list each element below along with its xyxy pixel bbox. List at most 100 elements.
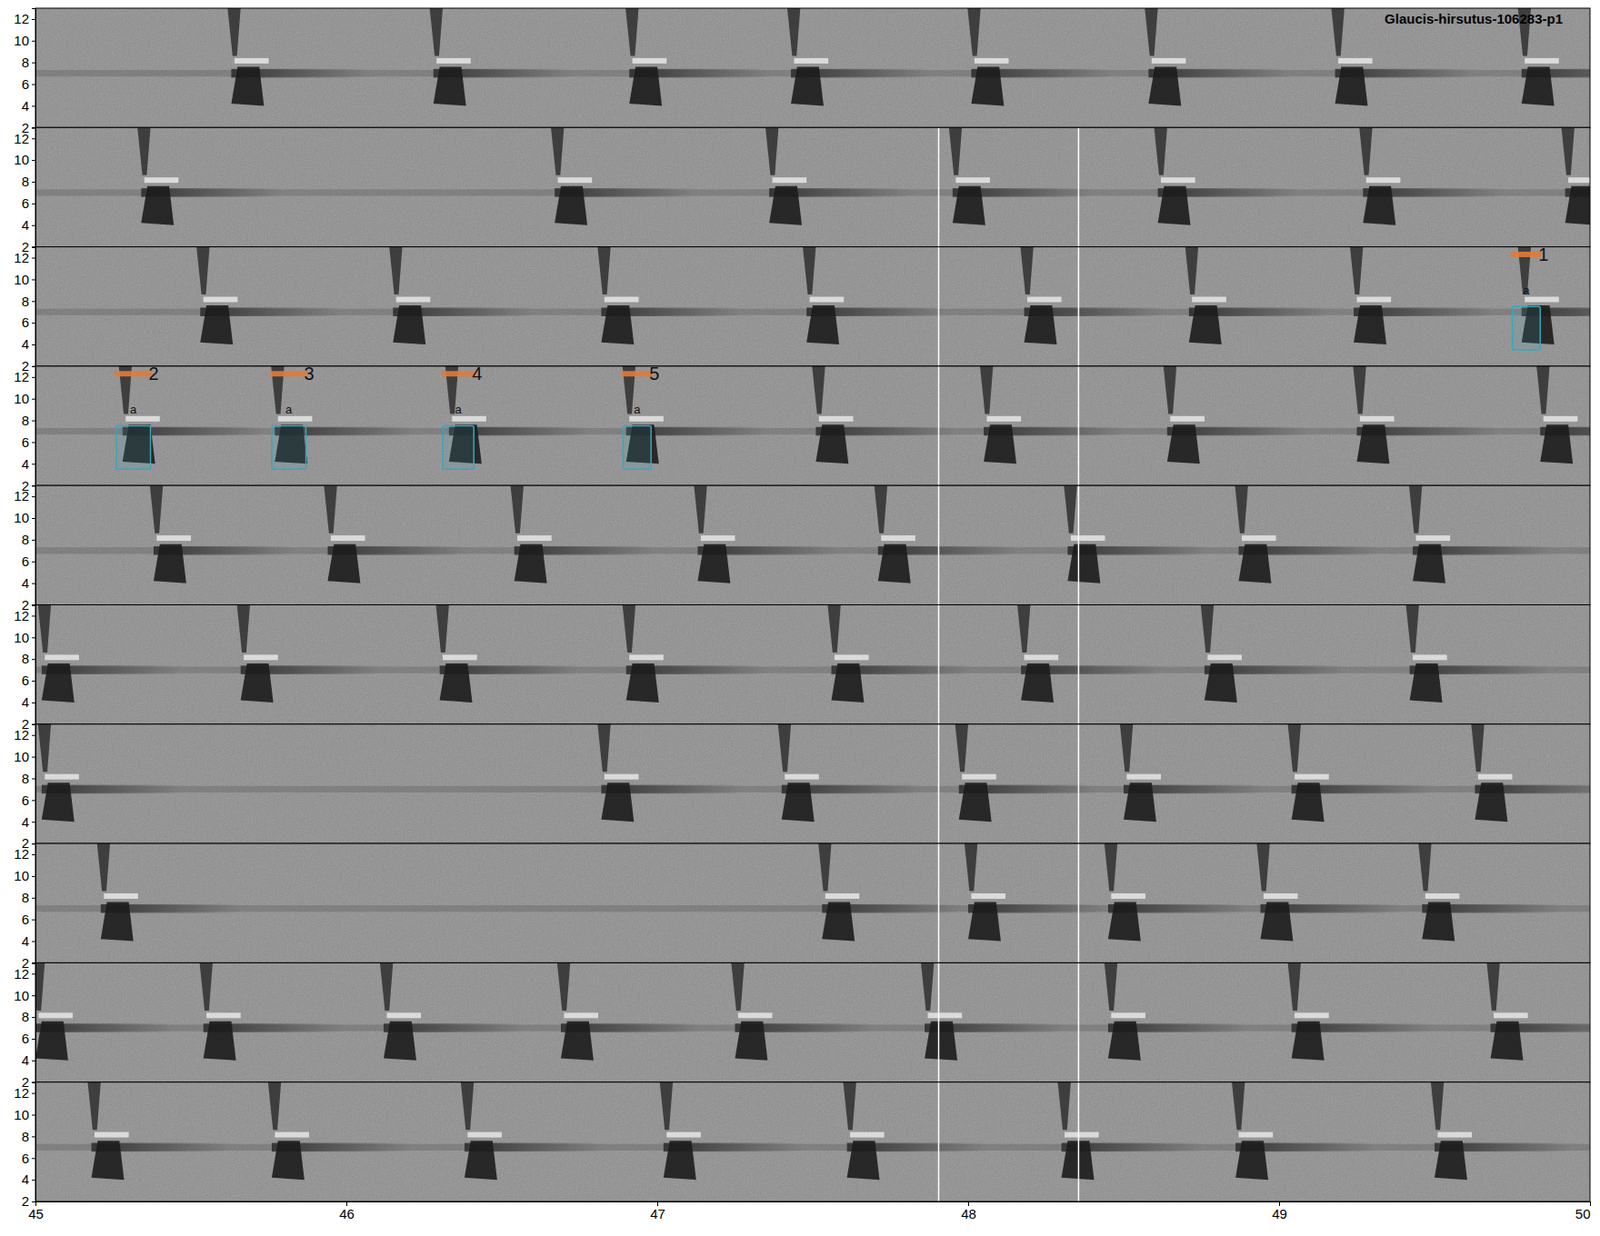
y-tick: 8 bbox=[21, 293, 36, 310]
call-hump bbox=[924, 1021, 958, 1061]
y-tick-label: 6 bbox=[21, 553, 30, 570]
y-tick-mark bbox=[31, 181, 36, 183]
selection-label: 4 bbox=[471, 363, 482, 384]
call-hump bbox=[1291, 1021, 1325, 1061]
x-tick-label: 47 bbox=[650, 1206, 666, 1222]
call-harmonic bbox=[1027, 297, 1062, 303]
y-tick-mark bbox=[31, 1039, 36, 1040]
call bbox=[818, 843, 962, 941]
call-hump bbox=[1353, 305, 1387, 345]
call-stem bbox=[980, 366, 993, 415]
call-harmonic bbox=[1110, 1012, 1146, 1019]
panel bbox=[35, 366, 1590, 486]
y-tick-label: 10 bbox=[13, 988, 30, 1004]
call-harmonic bbox=[1170, 416, 1205, 422]
call-stem bbox=[811, 366, 825, 415]
y-tick: 6 bbox=[21, 911, 36, 928]
y-tick-label: 10 bbox=[13, 868, 30, 884]
selection-label: 1 bbox=[1538, 244, 1549, 265]
call-hump bbox=[1123, 782, 1157, 822]
call-harmonic bbox=[206, 1012, 241, 1019]
call bbox=[1017, 605, 1161, 703]
call-stem bbox=[1350, 247, 1363, 296]
call-hump bbox=[1204, 663, 1238, 703]
call bbox=[955, 724, 1100, 822]
y-tick: 8 bbox=[21, 54, 36, 70]
y-tick-label: 6 bbox=[21, 76, 30, 92]
call bbox=[196, 247, 340, 345]
call bbox=[1120, 724, 1264, 822]
call bbox=[730, 962, 875, 1060]
call bbox=[38, 605, 182, 703]
call-harmonic bbox=[330, 535, 366, 541]
call bbox=[597, 724, 741, 822]
call bbox=[268, 1082, 412, 1180]
call-stem bbox=[802, 247, 816, 296]
y-tick-mark bbox=[31, 995, 36, 997]
y-tick-label: 10 bbox=[13, 271, 30, 288]
y-tick-mark bbox=[31, 659, 36, 660]
call-stem bbox=[1470, 724, 1484, 773]
call-harmonic bbox=[1524, 297, 1560, 303]
call-harmonic bbox=[810, 297, 845, 303]
call bbox=[1536, 366, 1590, 464]
y-tick-mark bbox=[31, 1115, 36, 1117]
y-tick: 10 bbox=[13, 1107, 36, 1123]
marker-line bbox=[1078, 485, 1080, 605]
call-stem bbox=[1020, 247, 1033, 296]
panel bbox=[35, 8, 1590, 128]
call-stem bbox=[389, 247, 402, 296]
y-tick-label: 4 bbox=[21, 456, 30, 472]
panel-frame bbox=[35, 8, 1590, 128]
call-hump bbox=[240, 663, 274, 703]
call-harmonic bbox=[1360, 416, 1395, 422]
call-harmonic bbox=[604, 774, 640, 780]
x-tick: 49 bbox=[1271, 1201, 1288, 1222]
y-tick-label: 12 bbox=[13, 608, 30, 624]
call bbox=[1409, 485, 1553, 583]
y-tick-label: 4 bbox=[21, 217, 30, 233]
call-hump bbox=[1260, 902, 1293, 942]
call bbox=[1288, 962, 1432, 1060]
y-tick: 6 bbox=[21, 314, 36, 330]
call bbox=[597, 247, 741, 345]
call-stem bbox=[510, 485, 524, 534]
call-hump bbox=[815, 424, 849, 464]
y-tick-mark bbox=[31, 898, 36, 900]
y-tick-mark bbox=[31, 1060, 36, 1062]
call-harmonic bbox=[604, 297, 640, 303]
call-stem bbox=[380, 962, 393, 1011]
call-hump bbox=[91, 1140, 125, 1180]
call-hump bbox=[1189, 305, 1222, 345]
marker-line bbox=[938, 247, 940, 367]
call-stem bbox=[227, 8, 240, 57]
panel-frame bbox=[35, 247, 1590, 367]
call-stem bbox=[1409, 485, 1422, 534]
call-harmonic bbox=[700, 535, 736, 541]
y-tick-label: 4 bbox=[21, 336, 30, 352]
y-tick-label: 6 bbox=[21, 195, 30, 211]
y-tick: 6 bbox=[21, 76, 36, 92]
call bbox=[964, 843, 1109, 941]
y-tick-label: 8 bbox=[21, 293, 30, 310]
y-tick: 8 bbox=[21, 890, 36, 906]
y-tick-mark bbox=[31, 1201, 36, 1203]
call bbox=[1418, 843, 1562, 941]
call bbox=[967, 8, 1111, 106]
call-harmonic bbox=[436, 58, 471, 64]
y-tick-mark bbox=[31, 637, 36, 639]
call-stem bbox=[1406, 605, 1420, 654]
panel-background bbox=[35, 605, 1590, 725]
y-tick-mark bbox=[31, 778, 36, 780]
call bbox=[765, 127, 910, 225]
call bbox=[1104, 962, 1249, 1060]
x-tick-label: 49 bbox=[1271, 1206, 1288, 1222]
call-hump bbox=[203, 1021, 237, 1061]
call bbox=[1234, 485, 1379, 583]
call-hump bbox=[663, 1140, 697, 1180]
call bbox=[510, 485, 655, 583]
marker-line bbox=[938, 127, 940, 247]
call-stem bbox=[1486, 962, 1500, 1011]
call bbox=[1200, 605, 1345, 703]
call-stem bbox=[693, 485, 707, 534]
